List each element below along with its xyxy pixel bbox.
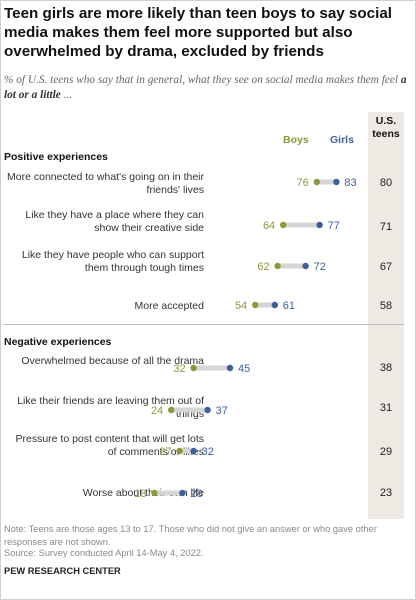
subtitle-emphasis: a lot or a little: [4, 74, 407, 101]
chart-subtitle: % of U.S. teens who say that in general,…: [4, 73, 409, 103]
boys-dot: [274, 262, 281, 270]
section-label-positive: Positive experiences: [4, 151, 108, 163]
subtitle-ellipsis: ...: [60, 89, 73, 101]
girls-value-label: 45: [238, 363, 250, 375]
chart-note: Note: Teens are those ages 13 to 17. Tho…: [4, 524, 377, 547]
us-value-drama: 38: [379, 362, 393, 374]
boys-dot: [151, 489, 158, 497]
chart-source: Source: Survey conducted April 14-May 4,…: [4, 548, 204, 558]
boys-value-label: 24: [151, 405, 163, 417]
us-value-worse: 23: [379, 487, 393, 499]
us-value-support: 67: [379, 261, 393, 273]
girls-column-header: Girls: [330, 134, 354, 146]
girls-value-label: 83: [344, 177, 356, 189]
row-label-connected: More connected to what's going on in the…: [7, 171, 204, 196]
us-value-connected: 80: [379, 177, 393, 189]
us-value-accepted: 58: [379, 300, 393, 312]
boys-column-header: Boys: [283, 134, 309, 146]
us-teens-column-header: U.S. teens: [372, 115, 400, 140]
boys-dot: [176, 447, 183, 455]
us-value-left-out: 31: [379, 402, 393, 414]
girls-dot: [316, 221, 323, 229]
us-value-pressure: 29: [379, 446, 393, 458]
boys-dot: [168, 406, 175, 414]
girls-dot: [190, 447, 197, 455]
us-value-creative: 71: [379, 221, 393, 233]
section-label-negative: Negative experiences: [4, 336, 112, 348]
girls-dot: [333, 178, 340, 186]
boys-value-label: 18: [134, 488, 146, 500]
boys-value-label: 62: [257, 261, 269, 273]
girls-value-label: 72: [314, 261, 326, 273]
boys-dot: [252, 301, 259, 309]
boys-value-label: 76: [297, 177, 309, 189]
girls-dot: [226, 364, 234, 372]
row-label-worse: Worse about their own life: [82, 487, 204, 499]
girls-value-label: 37: [216, 405, 228, 417]
boys-dot: [313, 178, 320, 186]
row-label-drama: Overwhelmed because of all the drama: [21, 355, 204, 367]
girls-dot: [179, 489, 186, 497]
boys-value-label: 27: [159, 446, 171, 458]
section-divider: [4, 324, 404, 325]
girls-dot: [271, 301, 278, 309]
us-teens-column-background: [368, 112, 404, 519]
girls-dot: [204, 406, 211, 414]
girls-value-label: 28: [190, 488, 202, 500]
pew-research-center-logo: PEW RESEARCH CENTER: [4, 566, 121, 576]
row-label-accepted: More accepted: [134, 300, 204, 312]
boys-dot: [280, 221, 287, 229]
boys-value-label: 54: [235, 300, 247, 312]
subtitle-text: % of U.S. teens who say that in general,…: [4, 74, 401, 86]
girls-value-label: 61: [283, 300, 295, 312]
row-label-creative: Like they have a place where they can sh…: [25, 209, 204, 234]
girls-value-label: 77: [328, 220, 340, 232]
girls-dot: [302, 262, 309, 270]
boys-value-label: 32: [173, 363, 185, 375]
chart-title: Teen girls are more likely than teen boy…: [4, 5, 392, 60]
row-label-support: Like they have people who can support th…: [21, 249, 204, 274]
boys-value-label: 64: [263, 220, 275, 232]
boys-dot: [190, 364, 197, 372]
girls-value-label: 32: [202, 446, 214, 458]
